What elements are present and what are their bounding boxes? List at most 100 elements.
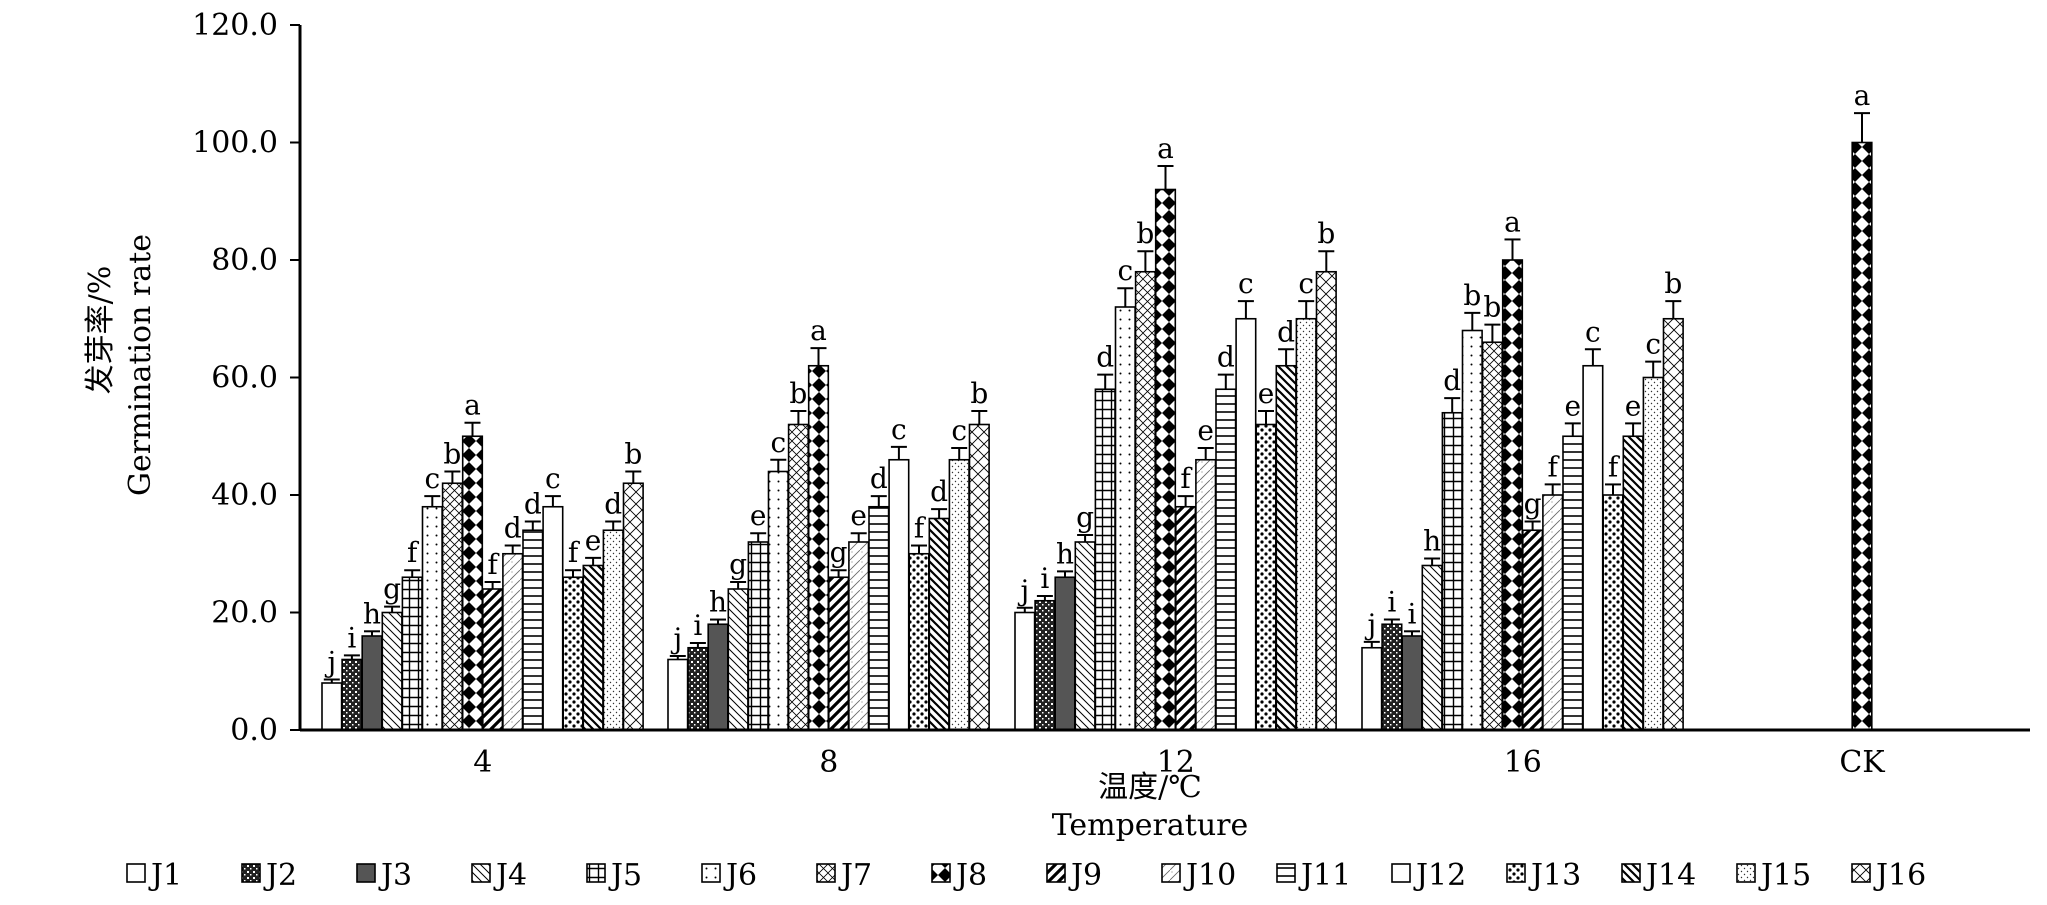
legend-label-J4: J4: [493, 858, 527, 893]
significance-letter: d: [930, 475, 948, 508]
bar-J3-12: [1054, 576, 1076, 731]
bar-J4-16: [1421, 564, 1443, 731]
significance-letter: h: [1056, 537, 1074, 570]
significance-letter: a: [810, 314, 827, 347]
bar-J7-16: [1481, 341, 1503, 731]
bar-J8-16: [1501, 259, 1524, 731]
legend-label-J12: J12: [1413, 858, 1466, 893]
legend-swatch-J2: [241, 863, 261, 883]
significance-letter: j: [670, 622, 682, 655]
significance-letter: e: [850, 499, 867, 532]
bar-J12-4: [542, 505, 564, 731]
axes: [298, 25, 2030, 732]
bar-J11-4: [522, 529, 544, 731]
significance-letter: d: [870, 462, 888, 495]
significance-letter: d: [604, 487, 622, 520]
x-tick-label: 8: [819, 745, 838, 780]
bar-J5-12: [1094, 388, 1116, 731]
legend-swatch-J13: [1506, 863, 1526, 883]
bar-J12-16: [1582, 364, 1604, 731]
bar-J5-16: [1441, 411, 1463, 731]
significance-letter: i: [1408, 597, 1417, 630]
bar-J1-12: [1014, 611, 1036, 731]
bar-J16-8: [968, 423, 990, 731]
x-axis-title-en: Temperature: [1052, 808, 1249, 843]
x-tick-label: 16: [1504, 745, 1542, 780]
significance-letter: g: [383, 573, 401, 606]
bar-J13-8: [908, 552, 930, 731]
bar-J8-4: [461, 435, 484, 731]
bar-J10-16: [1542, 494, 1564, 731]
legend-label-J7: J7: [838, 858, 872, 893]
bar-J5-8: [747, 541, 769, 731]
bar-J10-8: [848, 541, 870, 731]
bar-J10-4: [502, 552, 524, 731]
y-tick-label: 100.0: [192, 126, 278, 161]
significance-letter: f: [568, 536, 581, 569]
significance-letter: g: [1076, 501, 1094, 534]
y-tick-label: 20.0: [211, 596, 278, 631]
legend-label-J8: J8: [953, 858, 987, 893]
bar-J12-8: [888, 458, 910, 731]
bar-J15-4: [602, 529, 624, 731]
legend-swatch-J15: [1736, 863, 1756, 883]
legend-swatch-J14: [1621, 863, 1641, 883]
legend-swatch-J5: [586, 863, 606, 883]
x-tick-label: 4: [473, 745, 492, 780]
bar-J5-4: [401, 576, 423, 731]
significance-letter: i: [347, 621, 356, 654]
significance-letter: c: [1117, 254, 1133, 287]
significance-letter: c: [951, 414, 967, 447]
bar-J6-16: [1461, 329, 1483, 731]
bar-J9-4: [481, 588, 504, 731]
significance-letter: f: [1548, 450, 1561, 483]
bar-J4-12: [1074, 541, 1096, 731]
bar-J2-16: [1381, 623, 1403, 731]
bar-J8-8: [807, 364, 830, 731]
bar-J16-12: [1315, 270, 1337, 731]
legend-swatch-J4: [471, 863, 491, 883]
significance-letter: g: [1524, 487, 1542, 520]
bar-J1-16: [1361, 646, 1383, 731]
x-tick-label: 12: [1157, 745, 1195, 780]
significance-letter: b: [1136, 217, 1154, 250]
significance-letter: c: [1585, 315, 1601, 348]
significance-letter: b: [1664, 267, 1682, 300]
bar-J2-8: [687, 646, 709, 731]
legend-label-J13: J13: [1528, 858, 1581, 893]
significance-letter: e: [1625, 389, 1642, 422]
bar-J14-8: [928, 517, 950, 731]
significance-letter: g: [830, 536, 848, 569]
y-axis-title-cn: 发芽率/%: [83, 266, 118, 395]
y-tick-label: 120.0: [192, 8, 278, 43]
legend-swatch-J6: [701, 863, 721, 883]
bar-J3-16: [1401, 635, 1423, 731]
significance-letter: c: [770, 426, 786, 459]
bar-J15-16: [1642, 376, 1664, 731]
bar-J6-8: [767, 470, 789, 731]
legend-label-J16: J16: [1873, 858, 1926, 893]
significance-letter: g: [729, 548, 747, 581]
significance-letter: d: [1096, 341, 1114, 374]
significance-letter: c: [1645, 328, 1661, 361]
bar-J10-12: [1195, 458, 1217, 731]
bar-J4-8: [727, 588, 749, 731]
bar-J8-12: [1154, 188, 1177, 731]
y-tick-label: 0.0: [230, 713, 278, 748]
significance-letter: f: [1180, 462, 1193, 495]
significance-letter: a: [1157, 132, 1174, 165]
significance-letter: a: [1854, 79, 1871, 112]
bar-J1-4: [321, 682, 343, 731]
significance-letter: e: [1565, 389, 1582, 422]
significance-letter: e: [750, 499, 767, 532]
significance-letter: i: [693, 609, 702, 642]
legend-swatch-J7: [816, 863, 836, 883]
bar-J11-16: [1562, 435, 1584, 731]
legend-swatch-J1: [126, 863, 146, 883]
bar-J13-16: [1602, 494, 1624, 731]
significance-letter: j: [1364, 608, 1376, 641]
bar-J15-8: [948, 458, 970, 731]
y-tick-label: 80.0: [211, 243, 278, 278]
